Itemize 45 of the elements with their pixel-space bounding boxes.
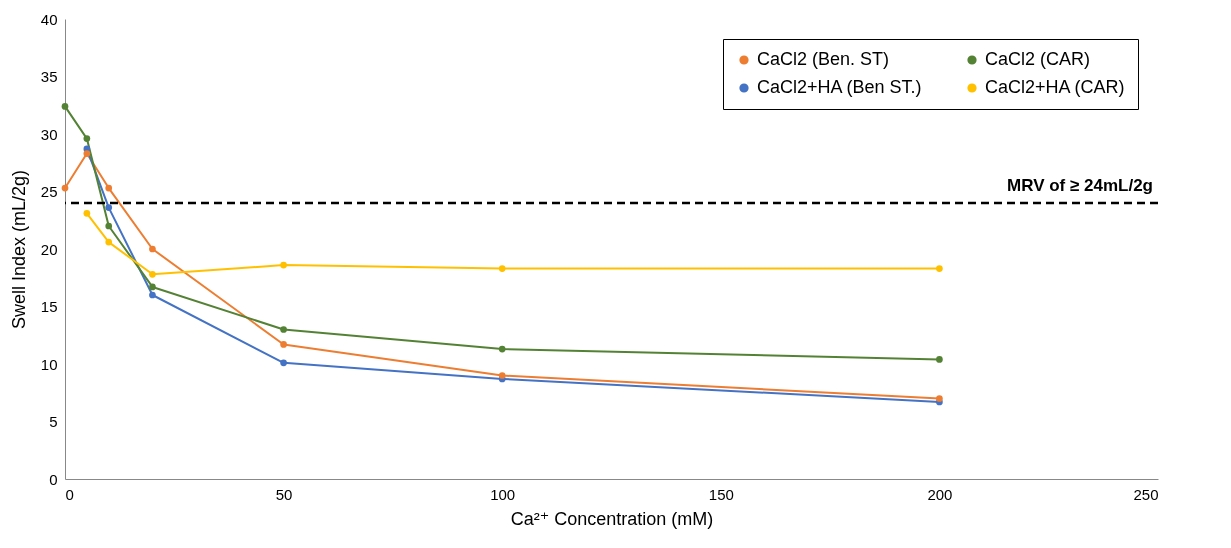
y-tick-label: 5 (49, 413, 58, 430)
point (61, 103, 69, 110)
point (149, 270, 156, 278)
y-tick-label: 35 (40, 68, 58, 85)
point (105, 238, 113, 246)
point (149, 283, 156, 291)
point (149, 291, 156, 299)
point (105, 204, 113, 211)
x-tick-label: 50 (275, 485, 293, 503)
y-tick-label: 30 (40, 125, 58, 143)
y-tick-label: 15 (40, 298, 58, 315)
point (280, 261, 287, 269)
x-tick-label: 0 (65, 485, 74, 503)
point (936, 265, 943, 272)
y-tick-label: 20 (40, 240, 58, 258)
legend-label: CaCl2+HA (Ben ST.) (757, 77, 922, 97)
x-tick-label: 250 (1133, 485, 1159, 503)
point (498, 345, 506, 353)
x-tick-label: 100 (490, 485, 516, 503)
point (936, 356, 943, 363)
y-tick-label: 40 (40, 10, 58, 28)
legend-label: CaCl2 (Ben. ST) (757, 49, 890, 69)
y-axis-title: Swell Index (mL/2g) (8, 169, 29, 330)
point (105, 184, 113, 192)
point (280, 341, 287, 348)
point (83, 210, 91, 217)
point (61, 184, 69, 192)
y-tick-label: 0 (49, 470, 58, 488)
point (149, 245, 156, 253)
point (280, 359, 287, 367)
ref-line-label: MRV of ≥ 24mL/2g (1007, 176, 1153, 195)
legend-label: CaCl2+HA (CAR) (985, 77, 1125, 97)
point (83, 135, 91, 142)
point (280, 326, 287, 333)
x-tick-label: 150 (708, 485, 734, 503)
point (498, 265, 506, 272)
point (105, 222, 113, 230)
x-axis-title: Ca²⁺ Concentration (mM) (510, 508, 714, 529)
y-tick-label: 10 (40, 355, 58, 373)
y-tick-label: 25 (40, 183, 58, 200)
point (498, 372, 506, 379)
x-tick-label: 200 (927, 485, 953, 503)
legend-label: CaCl2 (CAR) (985, 49, 1091, 69)
point (936, 395, 943, 402)
point (83, 150, 91, 157)
